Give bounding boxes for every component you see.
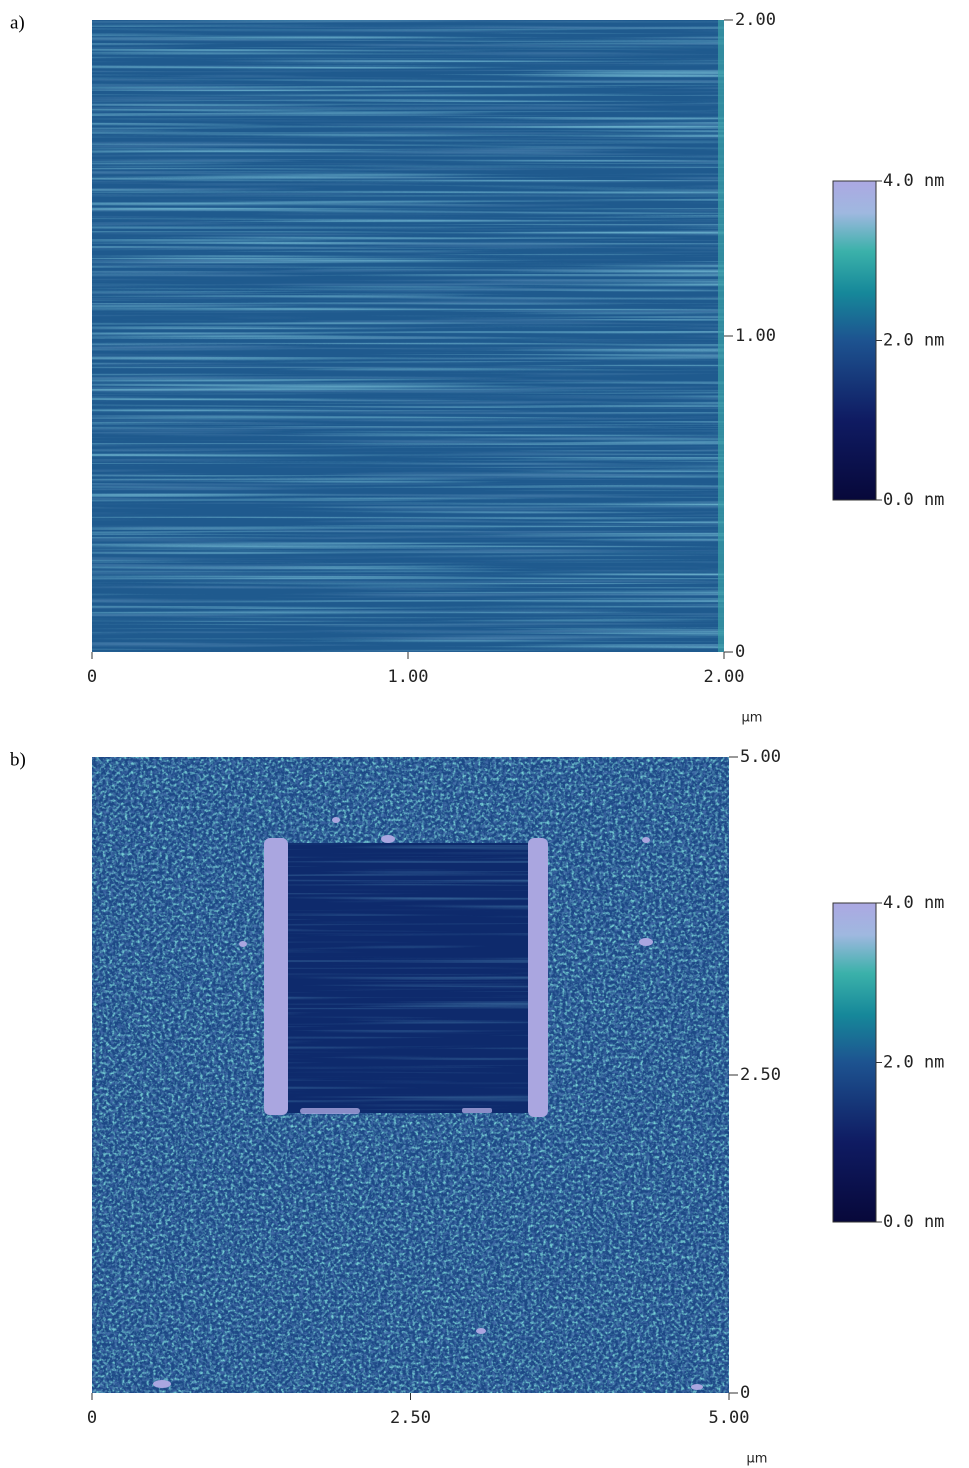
x-tick-label: 2.50 <box>390 1408 431 1428</box>
x-tick-label: 5.00 <box>709 1408 750 1428</box>
colorbar-a <box>832 180 877 501</box>
y-tick-label: 0 <box>735 642 745 662</box>
y-tick-label: 2.00 <box>735 10 776 30</box>
colorbar-tick-label: 2.0 nm <box>883 1053 944 1073</box>
x-tick-label: 0 <box>87 667 97 687</box>
image-a <box>92 20 724 652</box>
y-tick-label: 0 <box>740 1383 750 1403</box>
y-tick-label: 1.00 <box>735 326 776 346</box>
panel-label: b) <box>10 749 26 770</box>
x-tick-label: 1.00 <box>388 667 429 687</box>
x-tick-label: 0 <box>87 1408 97 1428</box>
image-b <box>92 757 729 1393</box>
x-tick-label: 2.00 <box>704 667 745 687</box>
y-tick-label: 5.00 <box>740 747 781 767</box>
x-unit: µm <box>747 1452 768 1467</box>
panel-label: a) <box>10 12 25 33</box>
colorbar-tick-label: 0.0 nm <box>883 1212 944 1232</box>
colorbar-tick-label: 4.0 nm <box>883 893 944 913</box>
colorbar-b <box>832 902 877 1223</box>
y-tick-label: 2.50 <box>740 1065 781 1085</box>
colorbar-tick-label: 2.0 nm <box>883 331 944 351</box>
x-unit: µm <box>742 711 763 726</box>
colorbar-tick-label: 0.0 nm <box>883 490 944 510</box>
colorbar-tick-label: 4.0 nm <box>883 171 944 191</box>
